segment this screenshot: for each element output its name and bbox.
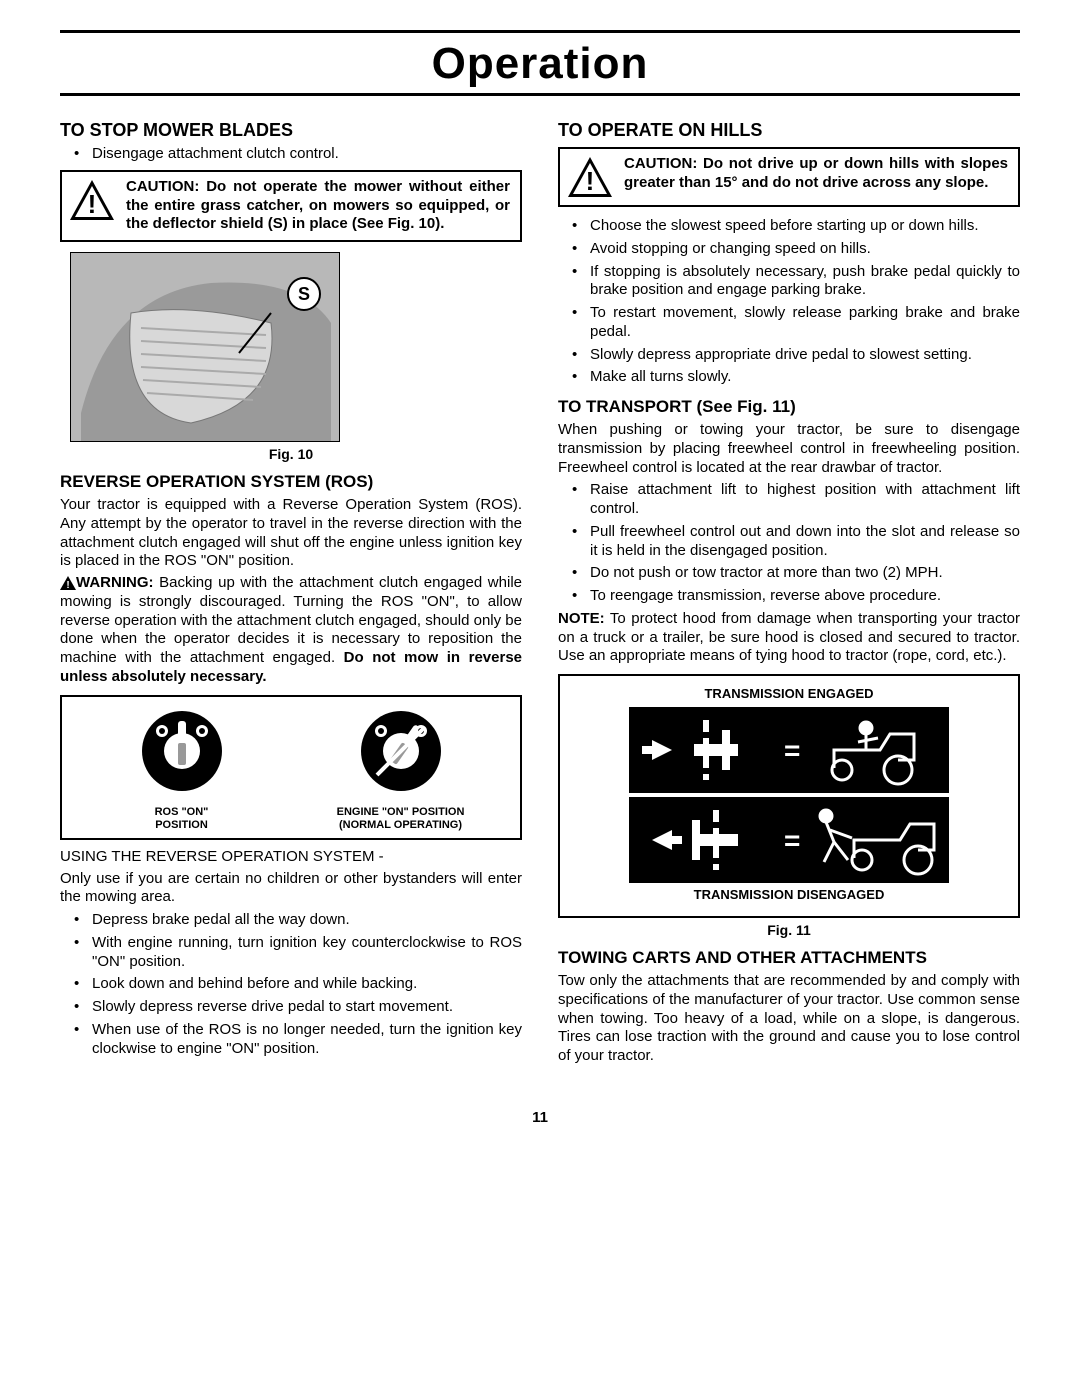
trans-engaged-panel: = — [629, 707, 949, 793]
key-ros-icon — [138, 707, 226, 795]
ros-warning: !WARNING: Backing up with the attachment… — [60, 574, 522, 687]
key-engine-icon — [357, 707, 445, 795]
list-item: Avoid stopping or changing speed on hill… — [558, 240, 1020, 259]
transport-list: Raise attachment lift to highest positio… — [558, 481, 1020, 606]
warning-triangle-icon: ! — [68, 178, 116, 222]
figure-10-caption: Fig. 10 — [60, 446, 522, 462]
list-item: Slowly depress appropriate drive pedal t… — [558, 346, 1020, 365]
list-item: Disengage attachment clutch control. — [60, 145, 522, 164]
top-rule — [60, 30, 1020, 33]
svg-text:!: ! — [586, 166, 595, 196]
engine-on-position: ENGINE "ON" POSITION (NORMAL OPERATING) — [291, 707, 510, 832]
heading-hills: To Operate on Hills — [558, 120, 1020, 141]
ros-on-position: ROS "ON" POSITION — [72, 707, 291, 832]
ros-paragraph: Your tractor is equipped with a Reverse … — [60, 496, 522, 571]
heading-stop-blades: To Stop Mower Blades — [60, 120, 522, 141]
title-rule — [60, 93, 1020, 96]
stop-blades-list: Disengage attachment clutch control. — [60, 145, 522, 164]
list-item: Look down and behind before and while ba… — [60, 975, 522, 994]
tractor-pushing-icon: = — [634, 800, 944, 880]
trans-disengaged-panel: = — [629, 797, 949, 883]
page-number: 11 — [60, 1109, 1020, 1126]
trans-disengaged-label: TRANSMISSION DISENGAGED — [570, 887, 1008, 902]
ros-on-label: ROS "ON" POSITION — [72, 806, 291, 832]
ros-key-positions-box: ROS "ON" POSITION ENGINE "ON" POSITION (… — [60, 695, 522, 840]
hills-list: Choose the slowest speed before starting… — [558, 217, 1020, 387]
transport-para: When pushing or towing your tractor, be … — [558, 421, 1020, 477]
list-item: To restart movement, slowly release park… — [558, 304, 1020, 342]
heading-ros: REVERSE OPERATION SYSTEM (ROS) — [60, 472, 522, 492]
list-item: If stopping is absolutely necessary, pus… — [558, 263, 1020, 301]
caution-text: CAUTION: Do not drive up or down hills w… — [624, 155, 1008, 193]
heading-towing: TOWING CARTS AND OTHER ATTACHMENTS — [558, 948, 1020, 968]
page-title: Operation — [60, 39, 1020, 93]
warning-triangle-icon: ! — [566, 155, 614, 199]
note-text: To protect hood from damage when transpo… — [558, 610, 1020, 665]
figure-10: S — [70, 252, 340, 442]
list-item: To reengage transmission, reverse above … — [558, 587, 1020, 606]
caution-box-mower: ! CAUTION: Do not operate the mower with… — [60, 170, 522, 242]
svg-text:!: ! — [88, 189, 97, 219]
list-item: With engine running, turn ignition key c… — [60, 934, 522, 972]
list-item: Pull freewheel control out and down into… — [558, 523, 1020, 561]
engine-on-label: ENGINE "ON" POSITION (NORMAL OPERATING) — [291, 806, 510, 832]
tractor-riding-icon: = — [634, 710, 944, 790]
heading-transport: TO TRANSPORT (See Fig. 11) — [558, 397, 1020, 417]
list-item: Do not push or tow tractor at more than … — [558, 564, 1020, 583]
list-item: When use of the ROS is no longer needed,… — [60, 1021, 522, 1059]
svg-text:!: ! — [66, 580, 69, 590]
caution-box-hills: ! CAUTION: Do not drive up or down hills… — [558, 147, 1020, 207]
list-item: Slowly depress reverse drive pedal to st… — [60, 998, 522, 1017]
list-item: Raise attachment lift to highest positio… — [558, 481, 1020, 519]
svg-text:=: = — [784, 825, 800, 856]
right-column: To Operate on Hills ! CAUTION: Do not dr… — [558, 114, 1020, 1069]
content-columns: To Stop Mower Blades Disengage attachmen… — [60, 114, 1020, 1069]
transport-note: NOTE: To protect hood from damage when t… — [558, 610, 1020, 666]
caution-text: CAUTION: Do not operate the mower withou… — [126, 178, 510, 234]
ros-steps-list: Depress brake pedal all the way down. Wi… — [60, 911, 522, 1058]
figure-11-caption: Fig. 11 — [558, 922, 1020, 938]
warning-triangle-icon: ! — [60, 574, 76, 591]
using-ros-heading: USING THE REVERSE OPERATION SYSTEM - — [60, 848, 522, 867]
using-ros-para: Only use if you are certain no children … — [60, 870, 522, 908]
left-column: To Stop Mower Blades Disengage attachmen… — [60, 114, 522, 1069]
towing-para: Tow only the attachments that are recomm… — [558, 972, 1020, 1066]
svg-text:=: = — [784, 735, 800, 766]
trans-engaged-label: TRANSMISSION ENGAGED — [570, 686, 1008, 701]
list-item: Choose the slowest speed before starting… — [558, 217, 1020, 236]
list-item: Make all turns slowly. — [558, 368, 1020, 387]
transmission-box: TRANSMISSION ENGAGED = — [558, 674, 1020, 918]
figure-10-label-s: S — [287, 277, 321, 311]
list-item: Depress brake pedal all the way down. — [60, 911, 522, 930]
